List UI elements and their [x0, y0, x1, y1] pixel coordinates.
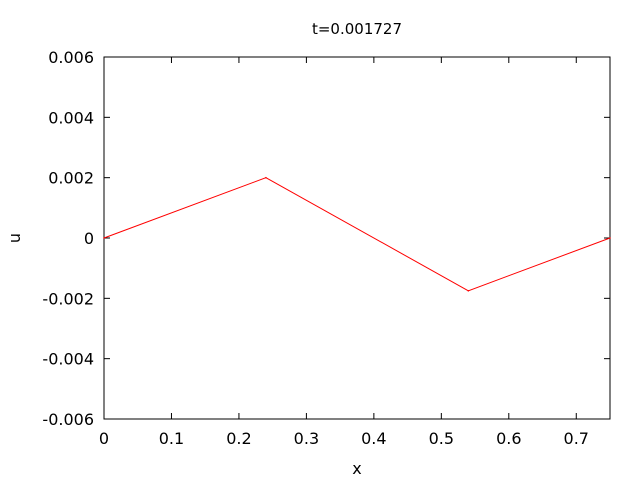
y-axis-label: u [5, 233, 24, 243]
data-point [467, 289, 470, 292]
y-tick-label: 0.006 [48, 48, 94, 67]
y-tick-label: -0.004 [42, 350, 94, 369]
data-point [609, 237, 611, 239]
x-tick-label: 0.4 [361, 429, 386, 448]
y-tick-label: -0.006 [42, 410, 94, 429]
x-tick-label: 0.5 [429, 429, 454, 448]
chart-title: t=0.001727 [312, 20, 402, 38]
x-tick-label: 0.1 [159, 429, 184, 448]
data-point [265, 176, 267, 179]
x-tick-label: 0 [99, 429, 109, 448]
plot-area: 0 0.1 0.2 0.3 0.4 0.5 0.6 0.7 -0.006 -0.004 -0.002… [42, 48, 611, 448]
x-tick-label: 0.7 [564, 429, 589, 448]
y-tick-label: 0.002 [48, 169, 94, 188]
series-line [103, 177, 611, 292]
x-tick-label: 0.2 [226, 429, 251, 448]
y-tick-label: 0.004 [48, 108, 94, 127]
x-axis-label: x [352, 459, 361, 478]
x-tick-label: 0.6 [496, 429, 521, 448]
plot-frame [103, 56, 611, 420]
x-tick-label: 0.3 [294, 429, 319, 448]
y-tick-label: -0.002 [42, 289, 94, 308]
y-tick-label: 0 [84, 229, 94, 248]
data-point [103, 237, 105, 239]
